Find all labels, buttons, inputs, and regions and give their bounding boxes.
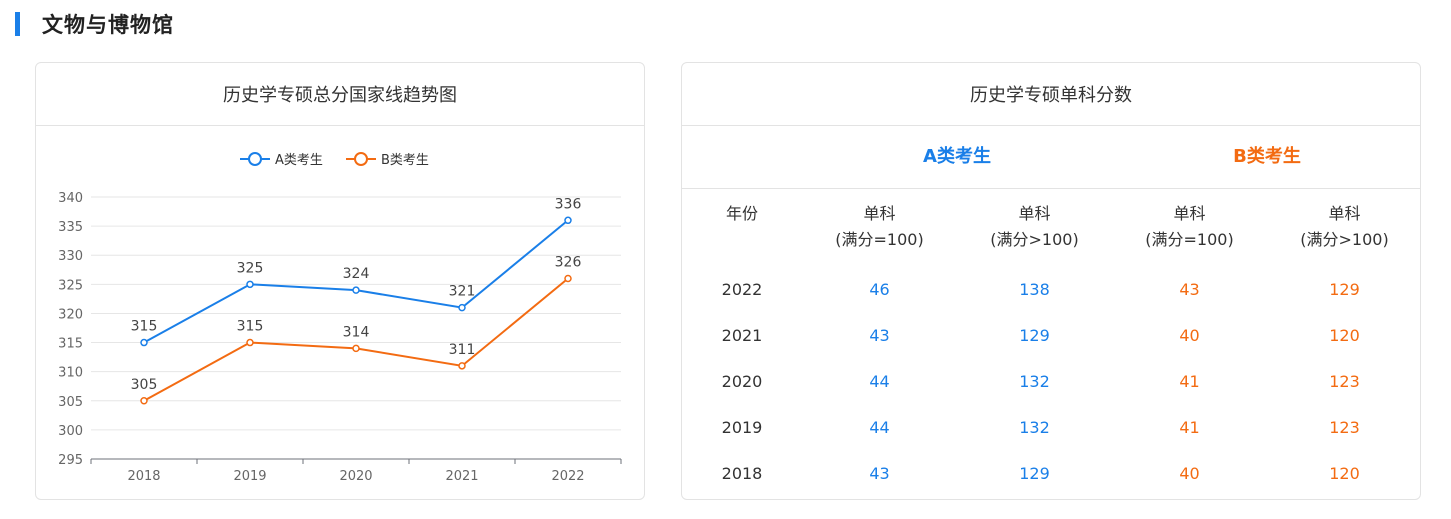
legend-label: A类考生 (275, 153, 323, 168)
row-b2: 123 (1329, 418, 1360, 437)
section-accent-bar (15, 12, 20, 36)
y-tick-label: 325 (58, 278, 83, 293)
chart-card-title: 历史学专硕总分国家线趋势图 (36, 63, 644, 126)
row-b2: 120 (1329, 326, 1360, 345)
row-year: 2018 (721, 464, 763, 483)
row-b2: 123 (1329, 372, 1360, 391)
row-a1: 43 (869, 326, 890, 345)
col-header-a1: 单科 (满分=100) (835, 204, 924, 249)
group-b-label: B类考生 (1233, 146, 1301, 167)
data-label: 305 (131, 377, 158, 393)
row-a2: 129 (1019, 326, 1050, 345)
data-point (352, 286, 360, 294)
line-chart: 295 300 305 310 315 320 325 330 335 340 2018 2019 20… (58, 152, 622, 484)
table-group-header: A类考生 B类考生 (682, 126, 1420, 189)
table-row: 2021 43 129 40 120 (682, 323, 1422, 369)
col-header-b1: 单科 (满分=100) (1145, 204, 1234, 249)
group-a-label: A类考生 (923, 146, 991, 167)
col-header-year: 年份 (725, 204, 758, 223)
x-tick-label: 2018 (127, 469, 160, 484)
row-year: 2022 (721, 280, 763, 299)
data-point (458, 303, 466, 312)
x-tick-label: 2022 (551, 469, 584, 484)
scores-table-card: 历史学专硕单科分数 A类考生 B类考生 年份 单科 (满分=100) 单科 (满分>… (681, 62, 1421, 500)
data-point (246, 338, 254, 347)
table-row: 2022 46 138 43 129 (682, 277, 1422, 323)
y-tick-label: 310 (58, 366, 83, 381)
data-label: 326 (555, 255, 582, 271)
row-a1: 44 (869, 418, 890, 437)
data-label: 321 (449, 284, 476, 300)
table-row: 2020 44 132 41 123 (682, 369, 1422, 415)
row-a2: 132 (1019, 372, 1050, 391)
data-label: 336 (555, 196, 582, 212)
data-point (246, 280, 254, 289)
data-point (140, 397, 148, 405)
data-point (564, 216, 572, 225)
chart-card: 历史学专硕总分国家线趋势图 295 300 305 310 315 320 325 330 33… (35, 62, 645, 500)
y-tick-label: 305 (58, 395, 83, 410)
data-point (140, 338, 148, 347)
table-column-headers: 年份 单科 (满分=100) 单科 (满分>100) 单科 (满分=100) 单科 (满… (682, 201, 1422, 249)
y-tick-label: 300 (58, 424, 83, 439)
legend-label: B类考生 (381, 153, 429, 168)
row-b2: 120 (1329, 464, 1360, 483)
y-tick-label: 320 (58, 307, 83, 322)
data-label: 325 (237, 260, 264, 276)
row-a2: 129 (1019, 464, 1050, 483)
row-b2: 129 (1329, 280, 1360, 299)
y-tick-label: 295 (58, 453, 83, 468)
table-row: 2018 43 129 40 120 (682, 461, 1422, 507)
row-year: 2019 (721, 418, 763, 437)
data-point (458, 362, 466, 370)
row-b1: 40 (1179, 464, 1200, 483)
row-b1: 43 (1179, 280, 1200, 299)
data-label: 311 (449, 342, 476, 358)
legend-swatch-marker (354, 152, 368, 166)
table-row: 2019 44 132 41 123 (682, 415, 1422, 461)
legend-swatch-marker (248, 152, 262, 166)
x-tick-label: 2019 (233, 469, 266, 484)
data-label: 324 (343, 266, 370, 282)
data-label: 315 (237, 319, 264, 335)
x-tick-label: 2021 (445, 469, 478, 484)
data-point (564, 274, 572, 283)
data-label: 315 (131, 319, 158, 335)
table-card-title: 历史学专硕单科分数 (682, 63, 1420, 126)
y-tick-label: 335 (58, 220, 83, 235)
row-b1: 40 (1179, 326, 1200, 345)
x-tick-label: 2020 (339, 469, 372, 484)
y-tick-label: 340 (58, 191, 83, 206)
row-a1: 44 (869, 372, 890, 391)
row-b1: 41 (1179, 418, 1200, 437)
row-b1: 41 (1179, 372, 1200, 391)
y-tick-label: 315 (58, 337, 83, 352)
row-year: 2020 (721, 372, 763, 391)
y-tick-label: 330 (58, 249, 83, 264)
col-header-b2: 单科 (满分>100) (1300, 204, 1389, 249)
row-a2: 132 (1019, 418, 1050, 437)
row-year: 2021 (721, 326, 763, 345)
row-a1: 46 (869, 280, 890, 299)
data-point (352, 344, 360, 353)
data-label: 314 (343, 324, 370, 340)
section-header: 文物与博物馆 (15, 8, 174, 40)
row-a2: 138 (1019, 280, 1050, 299)
col-header-a2: 单科 (满分>100) (990, 204, 1079, 249)
row-a1: 43 (869, 464, 890, 483)
section-title: 文物与博物馆 (42, 13, 174, 37)
